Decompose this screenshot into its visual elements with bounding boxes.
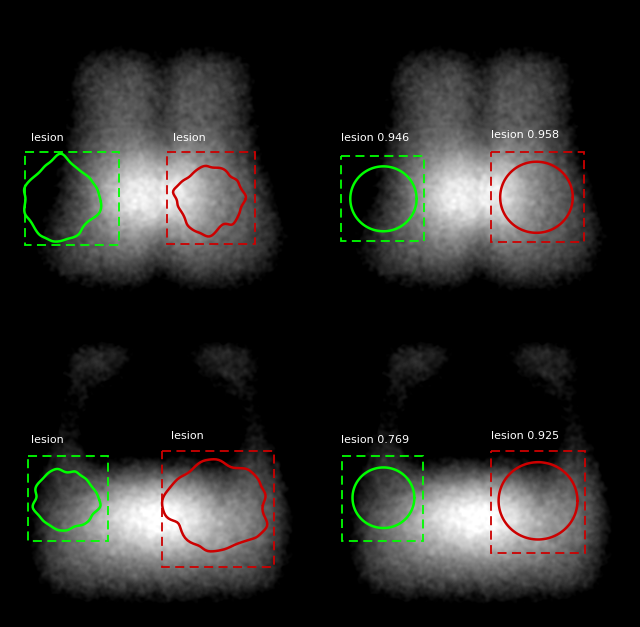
- Bar: [166, 152, 255, 244]
- Text: lesion: lesion: [31, 133, 64, 143]
- Text: lesion 0.925: lesion 0.925: [491, 431, 559, 441]
- Text: lesion 0.946: lesion 0.946: [341, 133, 409, 143]
- Text: lesion 0.769: lesion 0.769: [341, 435, 409, 445]
- Text: lesion 0.958: lesion 0.958: [491, 130, 559, 140]
- Text: lesion: lesion: [172, 431, 204, 441]
- Bar: [491, 451, 586, 554]
- Bar: [28, 456, 108, 541]
- Text: lesion: lesion: [31, 435, 64, 445]
- Bar: [341, 155, 424, 241]
- Bar: [342, 456, 423, 541]
- Text: lesion: lesion: [173, 133, 205, 143]
- Bar: [25, 152, 119, 245]
- Bar: [491, 152, 584, 242]
- Bar: [162, 451, 274, 567]
